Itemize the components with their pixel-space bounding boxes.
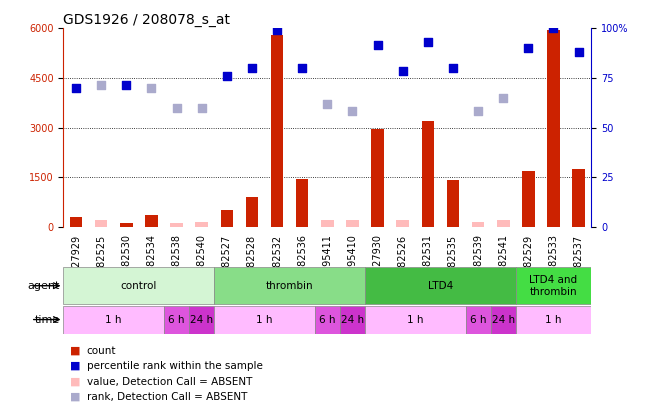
Bar <box>69 217 82 227</box>
Point <box>573 48 584 55</box>
Bar <box>145 215 158 227</box>
Bar <box>189 305 214 334</box>
Point <box>347 108 358 114</box>
Point <box>196 104 207 111</box>
Text: time: time <box>35 315 60 324</box>
Bar <box>365 305 466 334</box>
Bar <box>365 267 516 304</box>
Text: 1 h: 1 h <box>257 315 273 324</box>
Bar <box>246 197 259 227</box>
Point <box>322 101 333 108</box>
Bar <box>164 305 189 334</box>
Bar <box>214 267 365 304</box>
Bar <box>95 220 108 227</box>
Text: 24 h: 24 h <box>341 315 364 324</box>
Bar <box>572 169 585 227</box>
Text: ■: ■ <box>70 361 81 371</box>
Bar <box>170 224 183 227</box>
Text: 6 h: 6 h <box>168 315 185 324</box>
Bar <box>296 179 309 227</box>
Text: ■: ■ <box>70 377 81 386</box>
Bar <box>63 305 164 334</box>
Text: LTD4: LTD4 <box>428 281 453 291</box>
Text: GDS1926 / 208078_s_at: GDS1926 / 208078_s_at <box>63 13 230 27</box>
Bar <box>516 305 591 334</box>
Point <box>171 104 182 111</box>
Text: 6 h: 6 h <box>470 315 486 324</box>
Bar <box>340 305 365 334</box>
Text: 1 h: 1 h <box>407 315 424 324</box>
Text: 24 h: 24 h <box>190 315 213 324</box>
Bar <box>220 210 233 227</box>
Point <box>498 95 508 101</box>
Bar <box>271 35 283 227</box>
Point <box>71 85 81 91</box>
Point <box>146 85 157 91</box>
Bar <box>396 220 409 227</box>
Text: control: control <box>121 281 157 291</box>
Point <box>372 42 383 48</box>
Bar <box>315 305 340 334</box>
Text: rank, Detection Call = ABSENT: rank, Detection Call = ABSENT <box>87 392 247 402</box>
Text: 1 h: 1 h <box>106 315 122 324</box>
Text: 24 h: 24 h <box>492 315 515 324</box>
Bar <box>466 305 491 334</box>
Bar <box>195 222 208 227</box>
Bar <box>422 121 434 227</box>
Bar <box>472 222 484 227</box>
Bar <box>214 305 315 334</box>
Bar <box>547 30 560 227</box>
Point <box>121 81 132 88</box>
Text: percentile rank within the sample: percentile rank within the sample <box>87 361 263 371</box>
Bar <box>497 220 510 227</box>
Bar <box>491 305 516 334</box>
Point <box>246 65 257 71</box>
Point <box>523 45 534 51</box>
Text: 6 h: 6 h <box>319 315 335 324</box>
Text: value, Detection Call = ABSENT: value, Detection Call = ABSENT <box>87 377 253 386</box>
Point <box>397 68 408 75</box>
Text: agent: agent <box>28 281 60 291</box>
Bar <box>63 267 214 304</box>
Text: count: count <box>87 346 116 356</box>
Bar <box>447 181 459 227</box>
Text: thrombin: thrombin <box>266 281 313 291</box>
Point <box>548 25 559 32</box>
Bar <box>321 220 333 227</box>
Bar <box>346 220 359 227</box>
Text: LTD4 and
thrombin: LTD4 and thrombin <box>530 275 578 296</box>
Point <box>448 65 458 71</box>
Point <box>297 65 307 71</box>
Bar <box>371 129 384 227</box>
Point <box>473 108 484 114</box>
Text: 1 h: 1 h <box>545 315 562 324</box>
Bar <box>522 171 534 227</box>
Bar <box>120 224 132 227</box>
Point <box>272 27 283 33</box>
Text: ■: ■ <box>70 346 81 356</box>
Point <box>96 81 106 88</box>
Point <box>222 73 232 79</box>
Text: ■: ■ <box>70 392 81 402</box>
Point <box>422 38 433 45</box>
Bar <box>516 267 591 304</box>
